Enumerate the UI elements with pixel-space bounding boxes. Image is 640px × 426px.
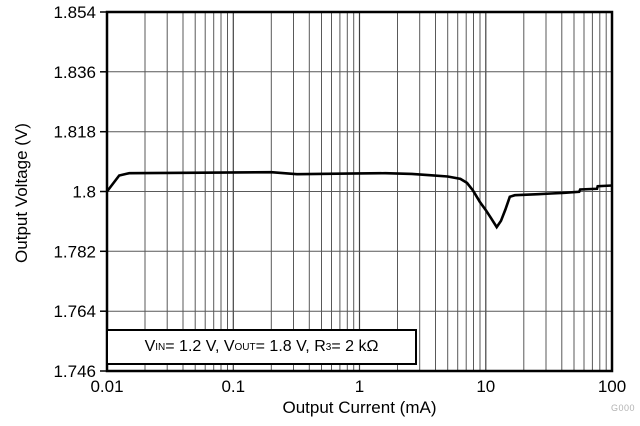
x-tick-label: 0.01 bbox=[90, 377, 123, 396]
x-axis-title: Output Current (mA) bbox=[282, 398, 437, 417]
y-tick-label: 1.818 bbox=[53, 123, 96, 142]
y-tick-label: 1.782 bbox=[53, 242, 96, 261]
grid-horizontal bbox=[107, 71, 612, 312]
y-tick-labels: 1.746 1.764 1.782 1.8 1.818 1.836 1.854 bbox=[53, 3, 96, 381]
x-tick-label: 0.1 bbox=[221, 377, 245, 396]
x-tick-labels: 0.01 0.1 1 10 100 bbox=[90, 377, 626, 396]
x-tick-label: 1 bbox=[355, 377, 364, 396]
output-voltage-curve bbox=[105, 170, 613, 230]
y-tick-label: 1.764 bbox=[53, 302, 96, 321]
y-tick-label: 1.8 bbox=[72, 183, 96, 202]
y-axis-title: Output Voltage (V) bbox=[12, 123, 31, 263]
y-tick-label: 1.836 bbox=[53, 63, 96, 82]
x-tick-label: 100 bbox=[598, 377, 626, 396]
y-tick-label: 1.854 bbox=[53, 3, 96, 22]
x-tick-label: 10 bbox=[476, 377, 495, 396]
y-tick-label: 1.746 bbox=[53, 362, 96, 381]
figure-id-watermark: G000 bbox=[610, 403, 635, 413]
